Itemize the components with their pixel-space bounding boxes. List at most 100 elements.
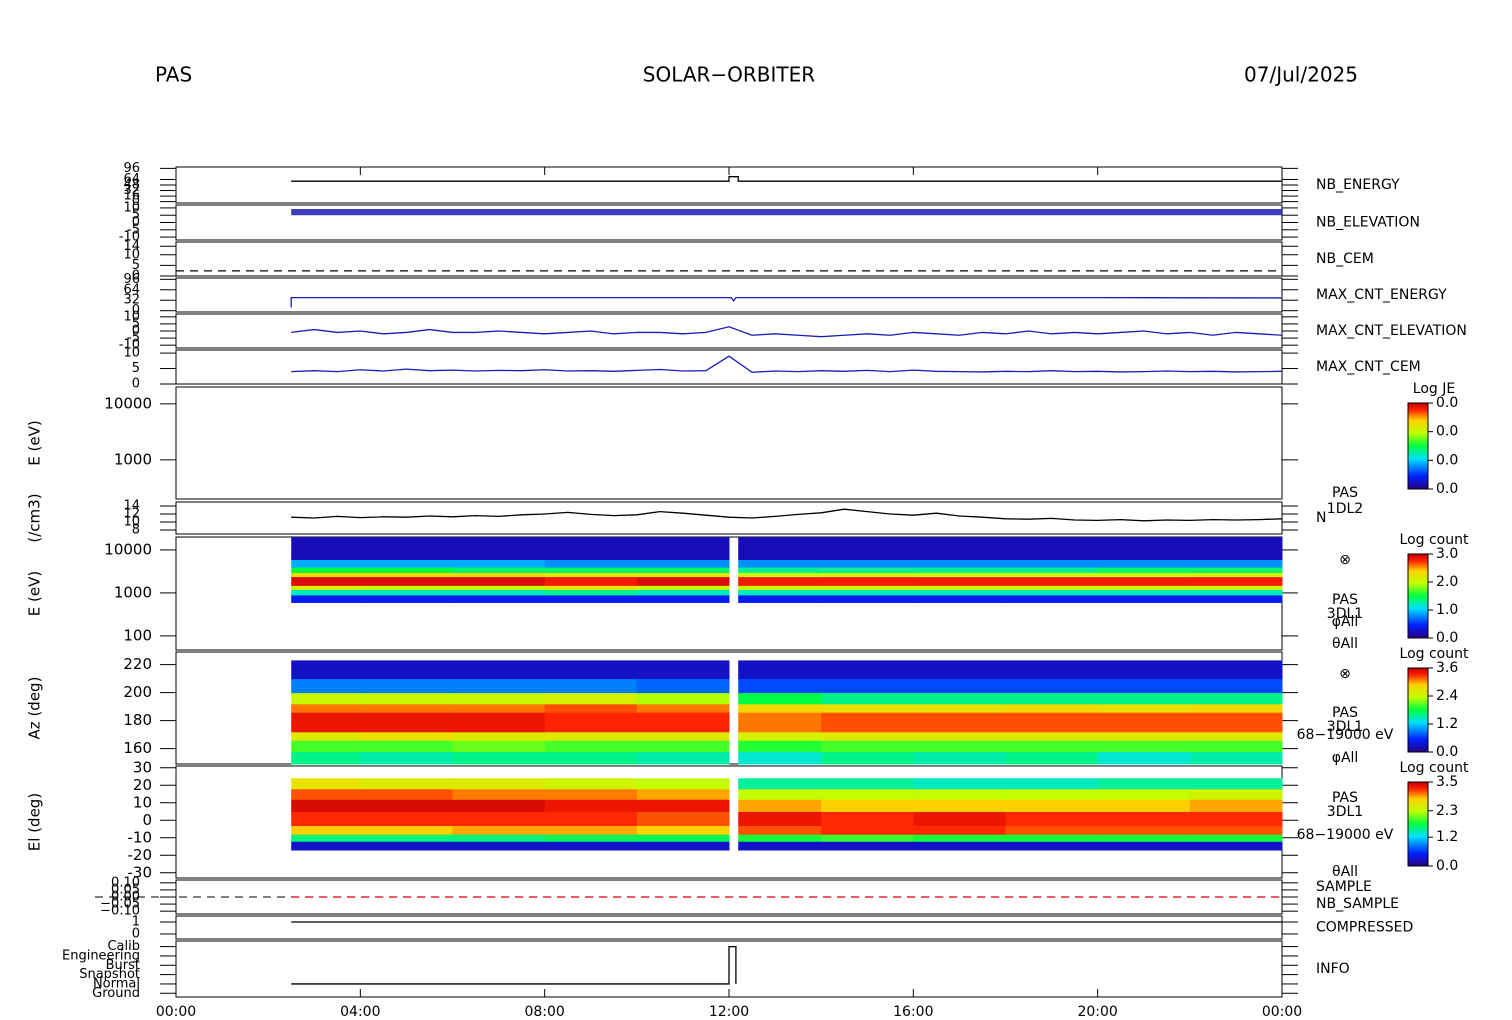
spectrogram-cell: [1097, 576, 1191, 586]
spectrogram-cell: [1097, 834, 1191, 842]
spectrogram-cell: [544, 825, 638, 835]
colorbar-title: Log count: [1400, 532, 1469, 548]
y-tick-label: 10: [133, 793, 152, 811]
spectrogram-cell: [544, 589, 638, 596]
spectrogram-cell: [1189, 589, 1283, 596]
spectrogram-cell: [738, 799, 822, 812]
spectrogram-cell: [913, 751, 1006, 765]
spectrogram-cell: [636, 537, 730, 560]
panel-frame: [175, 501, 1283, 535]
spectrogram-cell: [452, 811, 546, 826]
y-axis-label: E (eV): [26, 571, 44, 616]
spectrogram-cell: [452, 585, 546, 591]
y-tick-label: 1000: [114, 450, 152, 468]
panel-frame: [175, 313, 1283, 349]
spectrogram-cell: [1189, 660, 1283, 680]
y-tick-label: -10: [119, 338, 140, 353]
spectrogram-cell: [636, 841, 730, 851]
y-tick-label: -30: [128, 863, 153, 881]
spectrogram-cell: [452, 678, 546, 694]
spectrogram-cell: [636, 572, 730, 578]
spectrogram-cell: [738, 751, 822, 765]
spectrogram-cell: [1097, 778, 1191, 790]
spectrogram-cell: [291, 731, 361, 741]
panel-frame: [175, 915, 1283, 940]
y-tick-label: 10: [123, 247, 140, 262]
colorbar: [1407, 667, 1429, 753]
spectrogram-cell: [360, 799, 453, 812]
spectrogram-cell: [544, 585, 638, 591]
y-tick-label: 20: [133, 776, 152, 794]
colorbar-title: Log count: [1400, 760, 1469, 776]
spectrogram-cell: [291, 778, 361, 790]
spectrogram-cell: [291, 825, 361, 835]
spectrogram-cell: [821, 692, 914, 705]
spectrogram-cell: [636, 834, 730, 842]
spectrogram-cell: [913, 788, 1006, 800]
spectrogram-cell: [544, 692, 638, 705]
spectrogram-cell: [1097, 537, 1191, 560]
x-tick-label: 08:00: [524, 1004, 564, 1020]
y-tick-label: 8: [132, 523, 140, 538]
spectrogram-cell: [360, 576, 453, 586]
y-tick-label: -5: [127, 331, 140, 346]
colorbar-tick-label: 3.6: [1436, 660, 1458, 676]
y-tick-label: 220: [123, 655, 152, 673]
spectrogram-cell: [452, 731, 546, 741]
spectrogram-cell: [913, 594, 1006, 603]
spectrogram-cell: [291, 788, 361, 800]
spectrogram-cell: [360, 740, 453, 752]
spectrogram-cell: [636, 788, 730, 800]
y-tick-label: 30: [133, 758, 152, 776]
spectrogram-cell: [738, 594, 822, 603]
colorbar-tick-label: 0.0: [1436, 395, 1458, 411]
spectrogram-cell: [1097, 678, 1191, 694]
spectrogram-cell: [1097, 788, 1191, 800]
spectrogram-cell: [1189, 692, 1283, 705]
spectrogram-cell: [1097, 585, 1191, 591]
spectrogram-cell: [913, 660, 1006, 680]
y-tick-label: 0: [132, 377, 140, 392]
spectrogram-cell: [452, 712, 546, 733]
spectrogram-cell: [913, 567, 1006, 573]
spectrogram-cell: [913, 834, 1006, 842]
y-tick-label: 5: [132, 316, 140, 331]
spectrogram-cell: [821, 834, 914, 842]
spectrogram-cell: [636, 799, 730, 812]
spectrogram-cell: [1189, 712, 1283, 733]
spectrogram-cell: [452, 559, 546, 568]
spectrogram-cell: [636, 559, 730, 568]
colorbar: [1407, 553, 1429, 639]
spectrogram-cell: [738, 788, 822, 800]
spectrogram-cell: [544, 537, 638, 560]
panel-label: ⊗: [1339, 552, 1351, 568]
spectrogram-cell: [821, 537, 914, 560]
series-label: NB_ENERGY: [1316, 177, 1400, 193]
y-tick-label: Ground: [92, 986, 140, 1001]
spectrogram-cell: [738, 841, 822, 851]
spectrogram-cell: [452, 825, 546, 835]
spectrogram-cell: [821, 825, 914, 835]
spectrogram-cell: [636, 660, 730, 680]
spectrogram-cell: [360, 589, 453, 596]
spectrogram-cell: [738, 778, 822, 790]
spectrogram-cell: [291, 692, 361, 705]
spectrogram-cell: [452, 834, 546, 842]
spectrogram-cell: [738, 712, 822, 733]
y-tick-label: 0: [132, 215, 140, 230]
series-label: MAX_CNT_CEM: [1316, 359, 1421, 375]
series-label: SAMPLE: [1316, 879, 1372, 895]
spectrogram-cell: [636, 692, 730, 705]
colorbar-tick-label: 0.0: [1436, 424, 1458, 440]
y-tick-label: −0.05: [100, 897, 140, 912]
spectrogram-cell: [636, 567, 730, 573]
spectrogram-cell: [291, 703, 361, 713]
y-tick-label: 0: [132, 303, 140, 318]
spectrogram-cell: [1005, 572, 1099, 578]
spectrogram-cell: [360, 559, 453, 568]
y-tick-label: 14: [123, 239, 140, 254]
y-tick-label: 10: [123, 346, 140, 361]
spectrogram-cell: [1189, 594, 1283, 603]
x-tick-label: 20:00: [1077, 1004, 1117, 1020]
